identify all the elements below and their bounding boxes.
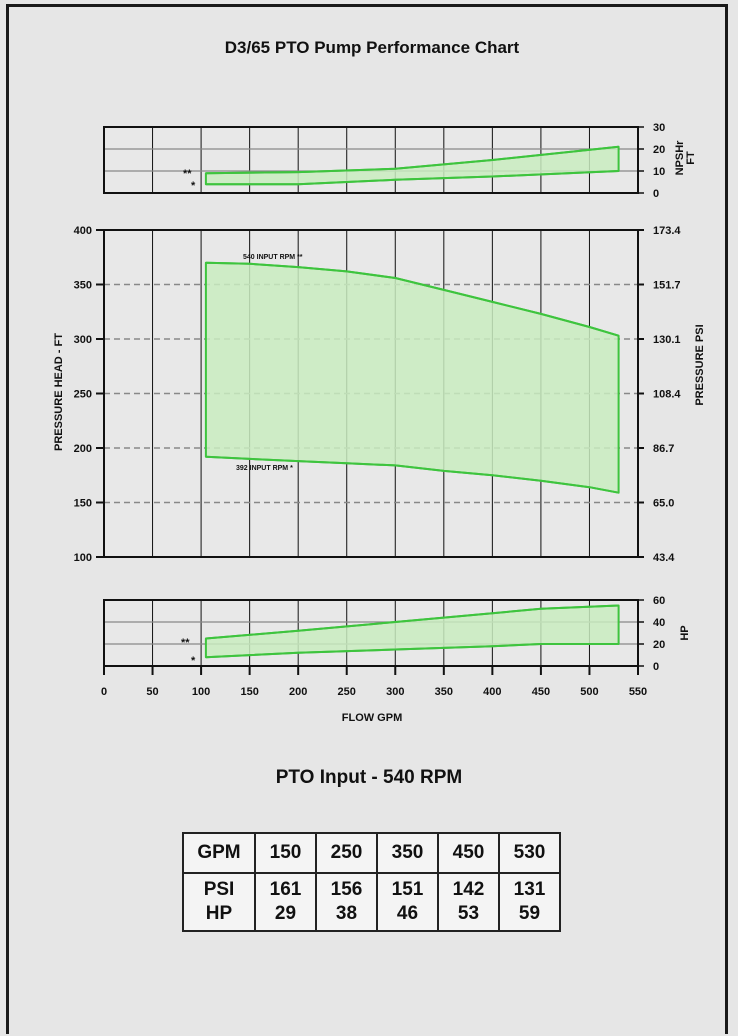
table-cell: 161 29: [254, 872, 317, 932]
y-tick-label-right: 173.4: [653, 225, 681, 237]
table-header-cell: 150: [254, 832, 317, 874]
y-tick-label-right: 65.0: [653, 498, 674, 510]
x-tick-label: 300: [386, 686, 404, 698]
series-line-392-rpm: [205, 643, 619, 659]
hp-star-single: *: [191, 655, 196, 667]
y-tick-label-left: 150: [74, 498, 92, 510]
table-header-row: GPM 150 250 350 450 530: [182, 832, 561, 874]
y-tick-label-right: 86.7: [653, 443, 674, 455]
y-tick-label-right: 10: [653, 166, 665, 178]
y-tick-label-right: 0: [653, 188, 659, 200]
y-axis-label-left: PRESSURE HEAD - FT: [53, 333, 65, 451]
y-tick-label-right: 130.1: [653, 334, 681, 346]
y-tick-label-right: 0: [653, 661, 659, 673]
chart-title: D3/65 PTO Pump Performance Chart: [225, 38, 520, 57]
series-line-540-rpm: [205, 145, 619, 175]
npshr-star-single: *: [191, 180, 196, 192]
x-tick-label: 250: [338, 686, 356, 698]
x-tick-label: 400: [483, 686, 501, 698]
subtitle: PTO Input - 540 RPM: [275, 767, 463, 788]
series-line-392-rpm: [205, 455, 619, 494]
y-tick-label-left: 250: [74, 389, 92, 401]
psi-value: 161: [269, 879, 302, 900]
hp-value: 53: [457, 903, 480, 924]
psi-value: 151: [391, 879, 424, 900]
psi-value: 131: [513, 879, 546, 900]
table-row-labels: PSI HP: [182, 872, 256, 932]
table-header-cell: 530: [498, 832, 561, 874]
performance-chart: D3/65 PTO Pump Performance Chart 3020100…: [53, 38, 706, 724]
x-tick-label: 100: [192, 686, 210, 698]
y-axis-label-right: PRESSURE PSI: [694, 324, 706, 405]
x-tick-label: 50: [146, 686, 158, 698]
panel-hp: 60 40 20 0: [103, 595, 665, 673]
x-tick-label: 150: [240, 686, 258, 698]
npshr-axis-label-2: FT: [685, 151, 697, 165]
y-tick-label-right: 20: [653, 144, 665, 156]
x-tick-label: 450: [532, 686, 550, 698]
hp-axis-label: HP: [679, 625, 691, 640]
table-header-cell: 450: [437, 832, 500, 874]
psi-value: 142: [452, 879, 485, 900]
x-tick-label: 500: [580, 686, 598, 698]
panel-border: [103, 599, 639, 667]
annotation-540-rpm: 540 INPUT RPM **: [243, 254, 303, 261]
x-tick-label: 0: [101, 686, 107, 698]
y-tick-label-left: 300: [74, 334, 92, 346]
hp-value: 29: [274, 903, 297, 924]
hp-label: HP: [205, 903, 233, 924]
table-header-cell: 350: [376, 832, 439, 874]
table-cell: 142 53: [437, 872, 500, 932]
hp-value: 46: [396, 903, 419, 924]
y-tick-label-right: 60: [653, 595, 665, 607]
series-line-392-rpm: [205, 170, 619, 186]
performance-table: GPM 150 250 350 450 530 PSI HP 161 29 156 3…: [182, 832, 561, 932]
hp-value: 59: [518, 903, 541, 924]
x-tick-label: 200: [289, 686, 307, 698]
psi-label: PSI: [203, 879, 235, 900]
hp-value: 38: [335, 903, 358, 924]
y-tick-label-right: 30: [653, 122, 665, 134]
table-header-cell: 250: [315, 832, 378, 874]
y-tick-label-left: 400: [74, 225, 92, 237]
y-tick-label-right: 151.7: [653, 280, 681, 292]
x-axis-label: FLOW GPM: [342, 712, 403, 724]
panel-border: [103, 126, 639, 194]
y-tick-label-left: 100: [74, 552, 92, 564]
table-header-cell: GPM: [182, 832, 256, 874]
x-tick-label: 350: [435, 686, 453, 698]
panel-npshr: 30 20 10 0: [103, 122, 665, 200]
y-tick-label-left: 200: [74, 443, 92, 455]
table-cell: 151 46: [376, 872, 439, 932]
y-tick-label-right: 40: [653, 617, 665, 629]
y-tick-label-right: 20: [653, 639, 665, 651]
table-data-row: PSI HP 161 29 156 38 151 46 142 53 131 59: [182, 872, 561, 932]
series-line-540-rpm: [205, 261, 619, 337]
y-tick-label-right: 43.4: [653, 552, 675, 564]
npshr-axis-label-1: NPSHr: [674, 140, 686, 176]
npshr-star-double: **: [183, 168, 192, 180]
series-line-540-rpm: [205, 604, 619, 640]
panel-pressure: 400 173.4 350 151.7 300 130.1 250 108.4 200 86.7 1…: [74, 225, 682, 564]
y-tick-label-left: 350: [74, 280, 92, 292]
table-cell: 131 59: [498, 872, 561, 932]
x-tick-label: 550: [629, 686, 647, 698]
hp-star-double: **: [181, 637, 190, 649]
y-tick-label-right: 108.4: [653, 389, 681, 401]
table-cell: 156 38: [315, 872, 378, 932]
psi-value: 156: [330, 879, 363, 900]
annotation-392-rpm: 392 INPUT RPM *: [236, 465, 293, 472]
